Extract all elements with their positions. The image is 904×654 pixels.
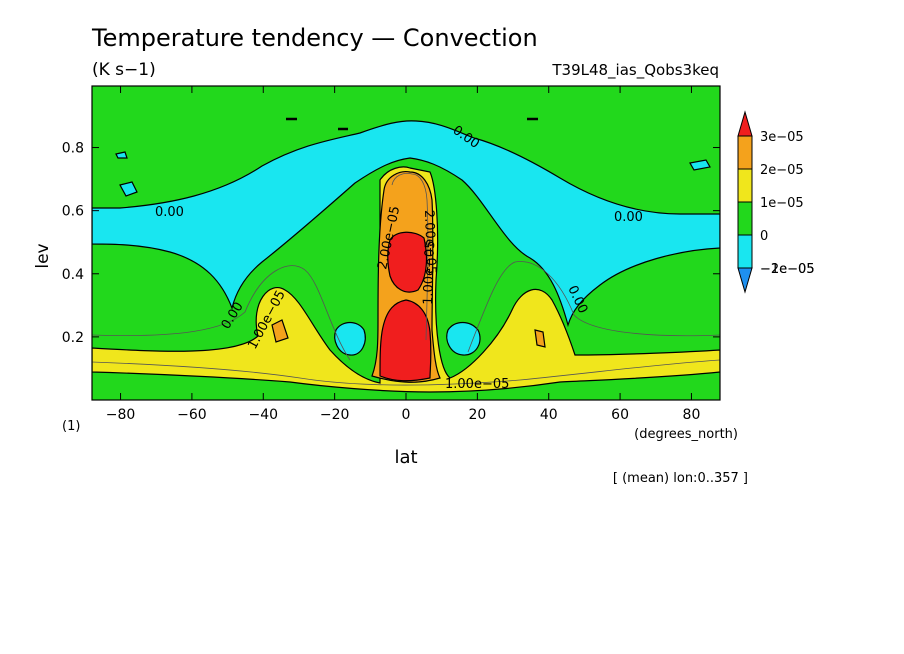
contour-label: 1.00e−05 xyxy=(421,240,438,305)
colorbar-label: 3e−05 xyxy=(760,130,804,145)
cyan-island-3 xyxy=(689,159,711,171)
x-tick-label: 0 xyxy=(402,407,411,423)
experiment-label: T39L48_ias_Qobs3keq xyxy=(551,61,719,80)
colorbar-label: 2e−05 xyxy=(760,163,804,178)
y-axis-units: (1) xyxy=(62,419,80,434)
thin-contours xyxy=(92,173,720,386)
contour-fills xyxy=(92,120,720,393)
colorbar-label: 1e−05 xyxy=(760,196,804,211)
red-lower xyxy=(379,299,432,382)
y-axis-label: lev xyxy=(33,243,53,268)
orange-patch-right xyxy=(534,329,546,348)
x-axis-units: (degrees_north) xyxy=(634,427,738,442)
contour-label: 2.00e−05 xyxy=(421,210,438,275)
orange-patch-left xyxy=(271,319,289,343)
colorbar-segment xyxy=(737,168,753,203)
y-tick-label: 0.2 xyxy=(62,330,84,346)
chart-units: (K s−1) xyxy=(92,60,156,80)
colorbar-segment xyxy=(737,135,753,170)
x-tick-label: 20 xyxy=(468,407,486,423)
contour-label: 1.00e−05 xyxy=(445,377,509,392)
x-tick-label: −80 xyxy=(106,407,136,423)
colorbar-label: 0 xyxy=(760,229,768,244)
contour-label: 0.00 xyxy=(155,205,184,220)
y-tick-label: 0.8 xyxy=(62,141,84,157)
cyan-region-north xyxy=(92,120,720,328)
dash-marks xyxy=(286,117,538,131)
cyan-blob-left xyxy=(334,321,366,356)
chart-title: Temperature tendency — Convection xyxy=(91,24,538,52)
x-tick-label: 60 xyxy=(611,407,629,423)
y-axis: 0.2 0.4 0.6 0.8 xyxy=(62,141,720,346)
contour-label: 0.00 xyxy=(614,210,643,225)
colorbar-label: −2e−05 xyxy=(760,262,815,277)
colorbar-segment xyxy=(737,267,753,294)
y-tick-label: 0.6 xyxy=(62,204,84,220)
cyan-island-2 xyxy=(115,151,128,159)
colorbar-segment xyxy=(737,234,753,269)
x-axis-label: lat xyxy=(394,447,417,468)
x-tick-label: −20 xyxy=(320,407,350,423)
colorbar-segment xyxy=(737,201,753,236)
x-tick-label: −40 xyxy=(248,407,278,423)
colorbar-segment xyxy=(737,110,753,137)
x-axis: −80 −60 −40 −20 0 20 40 60 80 xyxy=(106,86,701,423)
cyan-blob-right xyxy=(446,321,481,356)
plot-area: 0.00 0.00 0.00 0.00 0.00 1.00e−05 2.00e−… xyxy=(92,86,720,400)
y-tick-label: 0.4 xyxy=(62,267,84,283)
x-tick-label: 40 xyxy=(540,407,558,423)
x-tick-label: −60 xyxy=(177,407,207,423)
x-tick-label: 80 xyxy=(683,407,701,423)
red-upper xyxy=(387,231,428,293)
cyan-island-1 xyxy=(119,181,138,197)
colorbar: 3e−05 2e−05 1e−05 0 −1e−05−2e−05 xyxy=(737,110,815,294)
colorbar-label: −1e−05 xyxy=(760,262,815,277)
footnote: [ (mean) lon:0..357 ] xyxy=(613,471,748,486)
